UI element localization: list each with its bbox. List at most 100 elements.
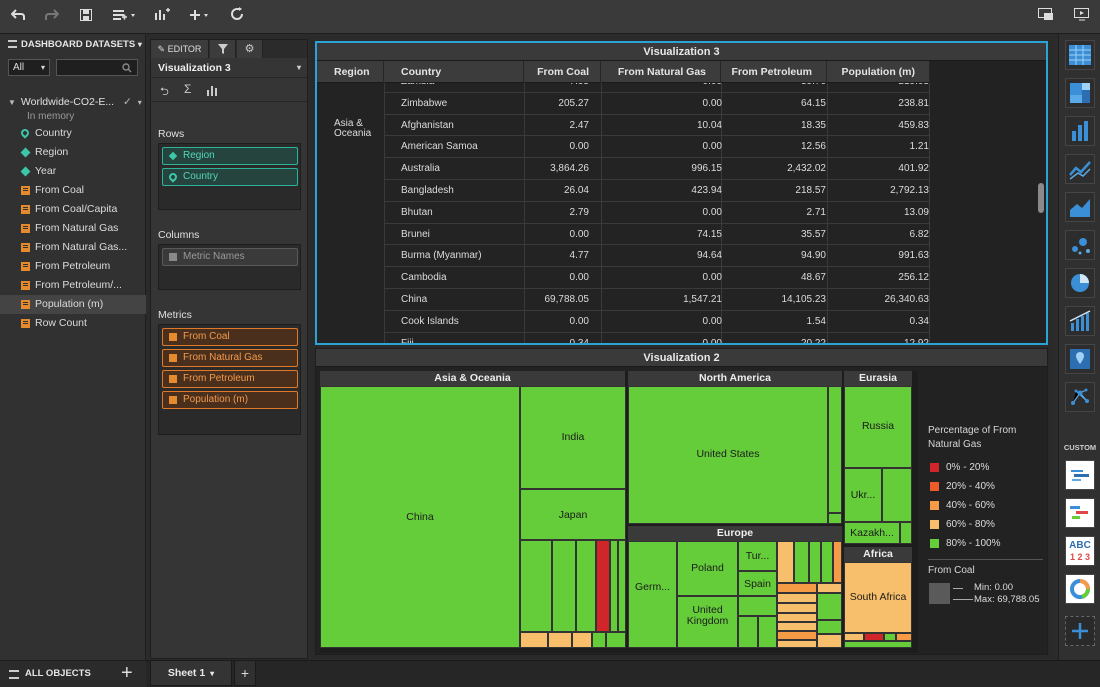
tile-japan[interactable]: Japan (520, 489, 626, 540)
visualization-selector[interactable]: Visualization 3 ▾ (151, 58, 307, 78)
add-icon[interactable] (188, 6, 212, 28)
chevron-down-icon[interactable]: ▾ (137, 40, 142, 49)
chevron-down-icon[interactable]: ▾ (210, 669, 215, 678)
table-row[interactable]: Burma (Myanmar) 4.77 94.64 94.90 991.63 (384, 245, 930, 268)
tile-namerica-small[interactable] (828, 386, 842, 513)
field-from-natural-gas[interactable]: From Natural Gas (0, 219, 146, 238)
field-region[interactable]: Region (0, 143, 146, 162)
header-from-natural-gas[interactable]: From Natural Gas (601, 61, 721, 83)
tile-eurasia-small[interactable] (882, 468, 912, 522)
tile-kazakhstan[interactable]: Kazakh... (844, 522, 900, 544)
save-icon[interactable] (78, 6, 94, 28)
table-row[interactable]: American Samoa 0.00 0.00 12.56 1.21 (384, 136, 930, 159)
legend-item[interactable]: 40% - 60% (928, 496, 1043, 515)
legend-item[interactable]: 60% - 80% (928, 515, 1043, 534)
network-viz-icon[interactable] (1065, 382, 1095, 412)
table-row[interactable]: Australia 3,864.26 996.15 2,432.02 401.92 (384, 158, 930, 180)
tile-europe-small[interactable] (738, 616, 758, 648)
columns-drop-zone[interactable]: Metric Names (158, 244, 301, 290)
tile-asia-small[interactable] (592, 632, 606, 648)
field-from-coal-capita[interactable]: From Coal/Capita (0, 200, 146, 219)
map-viz-icon[interactable] (1065, 344, 1095, 374)
sigma-icon[interactable]: Σ (184, 82, 192, 96)
tab-filter[interactable] (210, 40, 236, 58)
table-row[interactable]: Brunei 0.00 74.15 35.57 6.82 (384, 224, 930, 246)
grid-viz-icon[interactable] (1065, 40, 1095, 70)
present-icon[interactable] (1073, 6, 1091, 28)
legend-item[interactable]: 80% - 100% (928, 534, 1043, 553)
tile-europe-small[interactable] (809, 541, 821, 583)
table-row[interactable]: Fiji 0.34 0.00 20.22 12.92 (384, 333, 930, 343)
tile-africa-small[interactable] (844, 633, 864, 641)
rows-item-country[interactable]: Country (162, 168, 298, 186)
chevron-down-icon[interactable]: ▾ (137, 98, 142, 107)
tile-europe-small[interactable] (777, 603, 817, 613)
columns-item-metric-names[interactable]: Metric Names (162, 248, 298, 266)
expand-triangle-icon[interactable]: ▼ (8, 98, 16, 107)
region-cell[interactable]: Asia & Oceania (334, 118, 372, 139)
field-population[interactable]: Population (m) (0, 295, 146, 314)
tile-europe-small[interactable] (817, 634, 842, 648)
tile-united-states[interactable]: United States (628, 386, 828, 524)
tile-poland[interactable]: Poland (677, 541, 738, 596)
bubble-chart-viz-icon[interactable] (1065, 230, 1095, 260)
tile-europe-small[interactable] (777, 593, 817, 603)
tile-asia-small[interactable] (520, 540, 552, 632)
tile-europe-small[interactable] (817, 593, 842, 620)
field-from-petroleum-capita[interactable]: From Petroleum/... (0, 276, 146, 295)
tile-russia[interactable]: Russia (844, 386, 912, 468)
tile-spain[interactable]: Spain (738, 571, 777, 596)
header-region[interactable]: Region (317, 61, 384, 83)
presentation-mode-icon[interactable] (1037, 6, 1055, 28)
donut-viz-icon[interactable] (1065, 574, 1095, 604)
group-north-america[interactable]: North America (628, 371, 842, 386)
dataset-name[interactable]: ▼ Worldwide-CO2-E... ✓ ▾ (8, 96, 142, 108)
tile-europe-small[interactable] (777, 640, 817, 648)
datasets-header[interactable]: DASHBOARD DATASETS ▾ (0, 34, 145, 56)
tile-africa-small[interactable] (844, 641, 912, 648)
tile-south-africa[interactable]: South Africa (844, 562, 912, 633)
add-custom-viz-icon[interactable] (1065, 616, 1095, 646)
word-cloud-viz-icon[interactable] (1065, 460, 1095, 490)
tile-asia-small[interactable] (618, 540, 626, 632)
metrics-item-from-coal[interactable]: From Coal (162, 328, 298, 346)
tile-asia-small[interactable] (596, 540, 610, 632)
dataset-filter-select[interactable]: All ▾ (8, 59, 50, 76)
area-chart-viz-icon[interactable] (1065, 192, 1095, 222)
table-row[interactable]: Bangladesh 26.04 423.94 218.57 2,792.13 (384, 180, 930, 202)
table-row[interactable]: Zambia7.95 0.0039.76219.03 (384, 83, 930, 93)
visualization-2-treemap[interactable]: Visualization 2 Asia & Oceania China Ind… (315, 348, 1048, 655)
table-row[interactable]: China 69,788.05 1,547.21 14,105.23 26,340.63 (384, 289, 930, 311)
field-from-natural-gas-capita[interactable]: From Natural Gas... (0, 238, 146, 257)
tile-europe-small[interactable] (817, 583, 842, 593)
metrics-item-population[interactable]: Population (m) (162, 391, 298, 409)
tile-europe-small[interactable] (817, 620, 842, 634)
tile-africa-small[interactable] (896, 633, 912, 641)
all-objects-label[interactable]: ALL OBJECTS (25, 668, 91, 679)
gantt-viz-icon[interactable] (1065, 498, 1095, 528)
field-country[interactable]: Country (0, 124, 146, 143)
swap-axes-icon[interactable]: ⮌ (160, 86, 169, 98)
group-eurasia[interactable]: Eurasia (844, 371, 912, 386)
line-chart-viz-icon[interactable] (1065, 154, 1095, 184)
field-from-petroleum[interactable]: From Petroleum (0, 257, 146, 276)
table-row[interactable]: Afghanistan 2.47 10.04 18.35 459.83 (384, 115, 930, 137)
tile-india[interactable]: India (520, 386, 626, 489)
tile-europe-small[interactable] (777, 613, 817, 622)
undo-icon[interactable] (8, 6, 28, 28)
tile-namerica-small[interactable] (828, 513, 842, 524)
pie-chart-viz-icon[interactable] (1065, 268, 1095, 298)
tab-sheet-1[interactable]: Sheet 1 ▾ (150, 661, 232, 686)
add-data-icon[interactable] (112, 6, 138, 28)
tile-germany[interactable]: Germ... (628, 541, 677, 648)
tile-china[interactable]: China (320, 386, 520, 648)
header-from-coal[interactable]: From Coal (524, 61, 601, 83)
table-row[interactable]: Bhutan 2.79 0.00 2.71 13.09 (384, 202, 930, 224)
tile-asia-small[interactable] (606, 632, 626, 648)
bar-chart-viz-icon[interactable] (1065, 116, 1095, 146)
table-row[interactable]: Cook Islands 0.00 0.00 1.54 0.34 (384, 311, 930, 333)
refresh-icon[interactable] (229, 6, 245, 28)
tile-europe-small[interactable] (777, 622, 817, 631)
dataset-search-input[interactable] (56, 59, 138, 76)
tile-europe-small[interactable] (758, 616, 777, 648)
